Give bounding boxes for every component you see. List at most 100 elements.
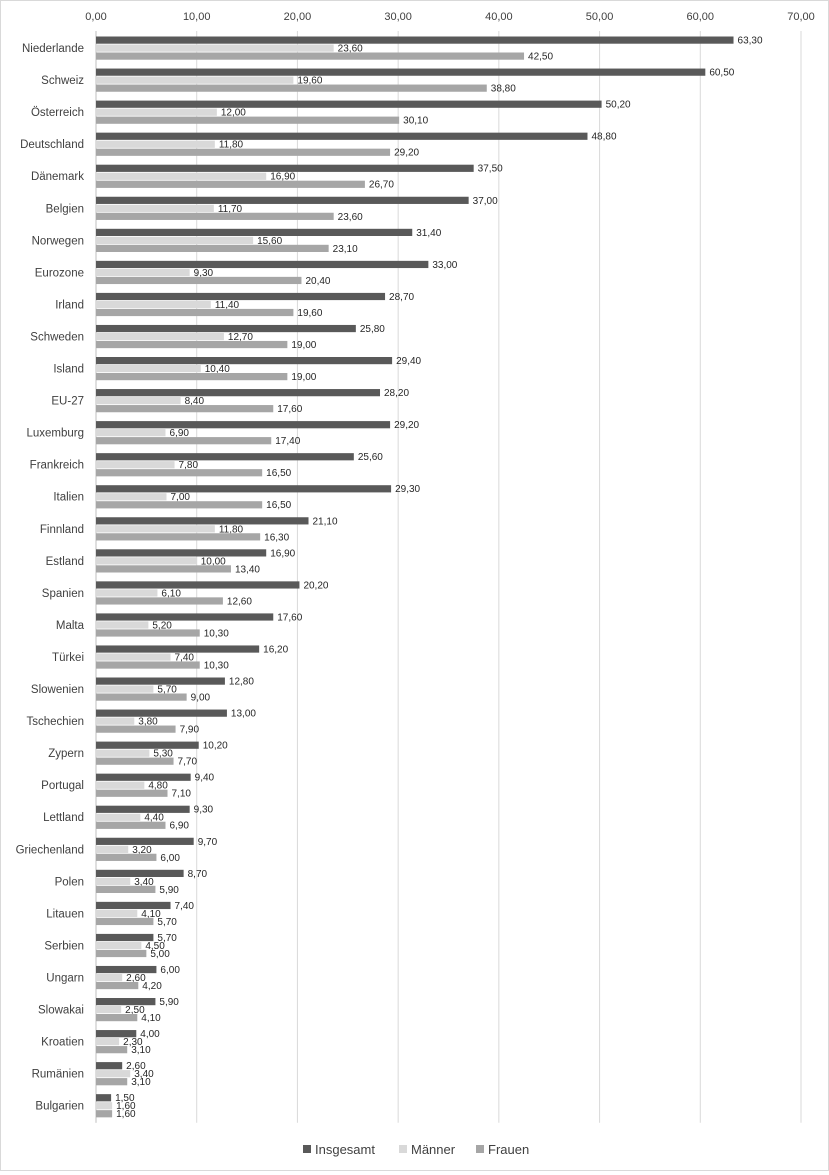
bar-insgesamt	[96, 164, 474, 172]
data-label: 2,60	[126, 1061, 146, 1072]
data-label: 2,60	[126, 973, 146, 984]
data-label: 20,40	[305, 276, 330, 287]
bar-insgesamt	[96, 613, 274, 621]
bar-insgesamt	[96, 773, 191, 781]
category-label: Litauen	[46, 908, 84, 920]
data-label: 5,00	[150, 949, 170, 960]
bar-frauen	[96, 757, 174, 765]
category-label: Bulgarien	[35, 1101, 84, 1113]
bar-maenner	[96, 685, 154, 693]
data-label: 1,60	[116, 1109, 136, 1120]
category-label: Italien	[53, 492, 84, 504]
data-label: 5,90	[159, 885, 179, 896]
category-label: Serbien	[44, 940, 84, 952]
legend-label: Insgesamt	[315, 1142, 375, 1157]
bar-insgesamt	[96, 805, 190, 813]
data-label: 17,60	[277, 404, 302, 415]
bar-maenner	[96, 973, 123, 982]
bar-insgesamt	[96, 581, 300, 589]
data-label: 10,40	[205, 364, 230, 375]
bar-frauen	[96, 629, 200, 637]
bar-insgesamt	[96, 421, 391, 429]
x-tick-label: 30,00	[384, 11, 412, 23]
x-tick-label: 50,00	[586, 11, 614, 23]
bar-insgesamt	[96, 324, 356, 333]
data-label: 16,90	[270, 172, 295, 183]
bar-frauen	[96, 437, 272, 445]
data-label: 25,60	[358, 452, 383, 463]
bar-insgesamt	[96, 709, 227, 717]
x-tick-label: 0,00	[85, 11, 106, 23]
data-label: 30,10	[403, 116, 428, 127]
category-label: Ungarn	[46, 972, 84, 984]
data-label: 2,30	[123, 1037, 143, 1048]
legend-swatch	[399, 1145, 407, 1153]
bar-frauen	[96, 853, 157, 861]
data-label: 25,80	[360, 324, 385, 335]
bar-insgesamt	[96, 998, 156, 1006]
data-label: 7,70	[178, 757, 198, 768]
bar-frauen	[96, 533, 261, 541]
bar-frauen	[96, 661, 200, 669]
data-label: 11,80	[219, 140, 244, 151]
bar-insgesamt	[96, 869, 184, 877]
category-label: Polen	[55, 876, 84, 888]
bar-maenner	[96, 781, 145, 789]
bar-frauen	[96, 244, 329, 252]
bar-maenner	[96, 44, 334, 52]
legend-swatch	[303, 1145, 311, 1153]
data-label: 10,20	[203, 741, 228, 752]
data-label: 12,70	[228, 332, 253, 343]
data-label: 60,50	[709, 68, 734, 79]
data-label: 29,30	[395, 484, 420, 495]
bar-maenner	[96, 621, 149, 629]
data-label: 11,40	[215, 300, 240, 311]
data-label: 11,80	[219, 524, 244, 535]
data-label: 4,10	[141, 909, 161, 920]
data-label: 6,00	[160, 965, 180, 976]
bar-maenner	[96, 909, 138, 918]
data-label: 23,60	[338, 212, 363, 223]
data-label: 17,60	[277, 612, 302, 623]
bar-frauen	[96, 597, 223, 605]
data-label: 21,10	[313, 516, 338, 527]
category-label: Spanien	[42, 588, 84, 600]
data-label: 11,70	[218, 204, 243, 215]
category-label: Schweden	[30, 331, 84, 343]
data-label: 63,30	[738, 36, 763, 47]
data-label: 10,30	[204, 660, 229, 671]
bar-insgesamt	[96, 933, 154, 942]
legend-swatch	[476, 1145, 484, 1153]
bar-frauen	[96, 116, 400, 124]
bar-frauen	[96, 1078, 128, 1086]
data-label: 29,20	[394, 420, 419, 431]
bar-insgesamt	[96, 453, 354, 461]
data-label: 3,40	[134, 1069, 154, 1080]
data-label: 23,10	[333, 244, 358, 255]
category-label: Estland	[46, 556, 84, 568]
data-label: 17,40	[275, 436, 300, 447]
bar-maenner	[96, 300, 211, 309]
bar-frauen	[96, 148, 391, 156]
bar-frauen	[96, 885, 156, 893]
data-label: 7,10	[172, 789, 192, 800]
category-label: Slowenien	[31, 684, 84, 696]
x-tick-label: 70,00	[787, 11, 815, 23]
bar-insgesamt	[96, 837, 194, 845]
category-label: Griechenland	[16, 844, 84, 856]
data-label: 16,30	[264, 532, 289, 543]
legend-label: Frauen	[488, 1142, 529, 1157]
bar-maenner	[96, 557, 197, 565]
category-label: Schweiz	[41, 75, 84, 87]
data-label: 7,00	[171, 492, 191, 503]
category-label: Lettland	[43, 812, 84, 824]
category-label: Frankreich	[30, 460, 84, 472]
data-label: 8,40	[185, 396, 205, 407]
bar-frauen	[96, 1110, 113, 1118]
data-label: 16,50	[266, 468, 291, 479]
bar-maenner	[96, 461, 175, 469]
data-label: 5,70	[157, 933, 177, 944]
data-label: 4,40	[144, 813, 164, 824]
bar-insgesamt	[96, 389, 381, 397]
